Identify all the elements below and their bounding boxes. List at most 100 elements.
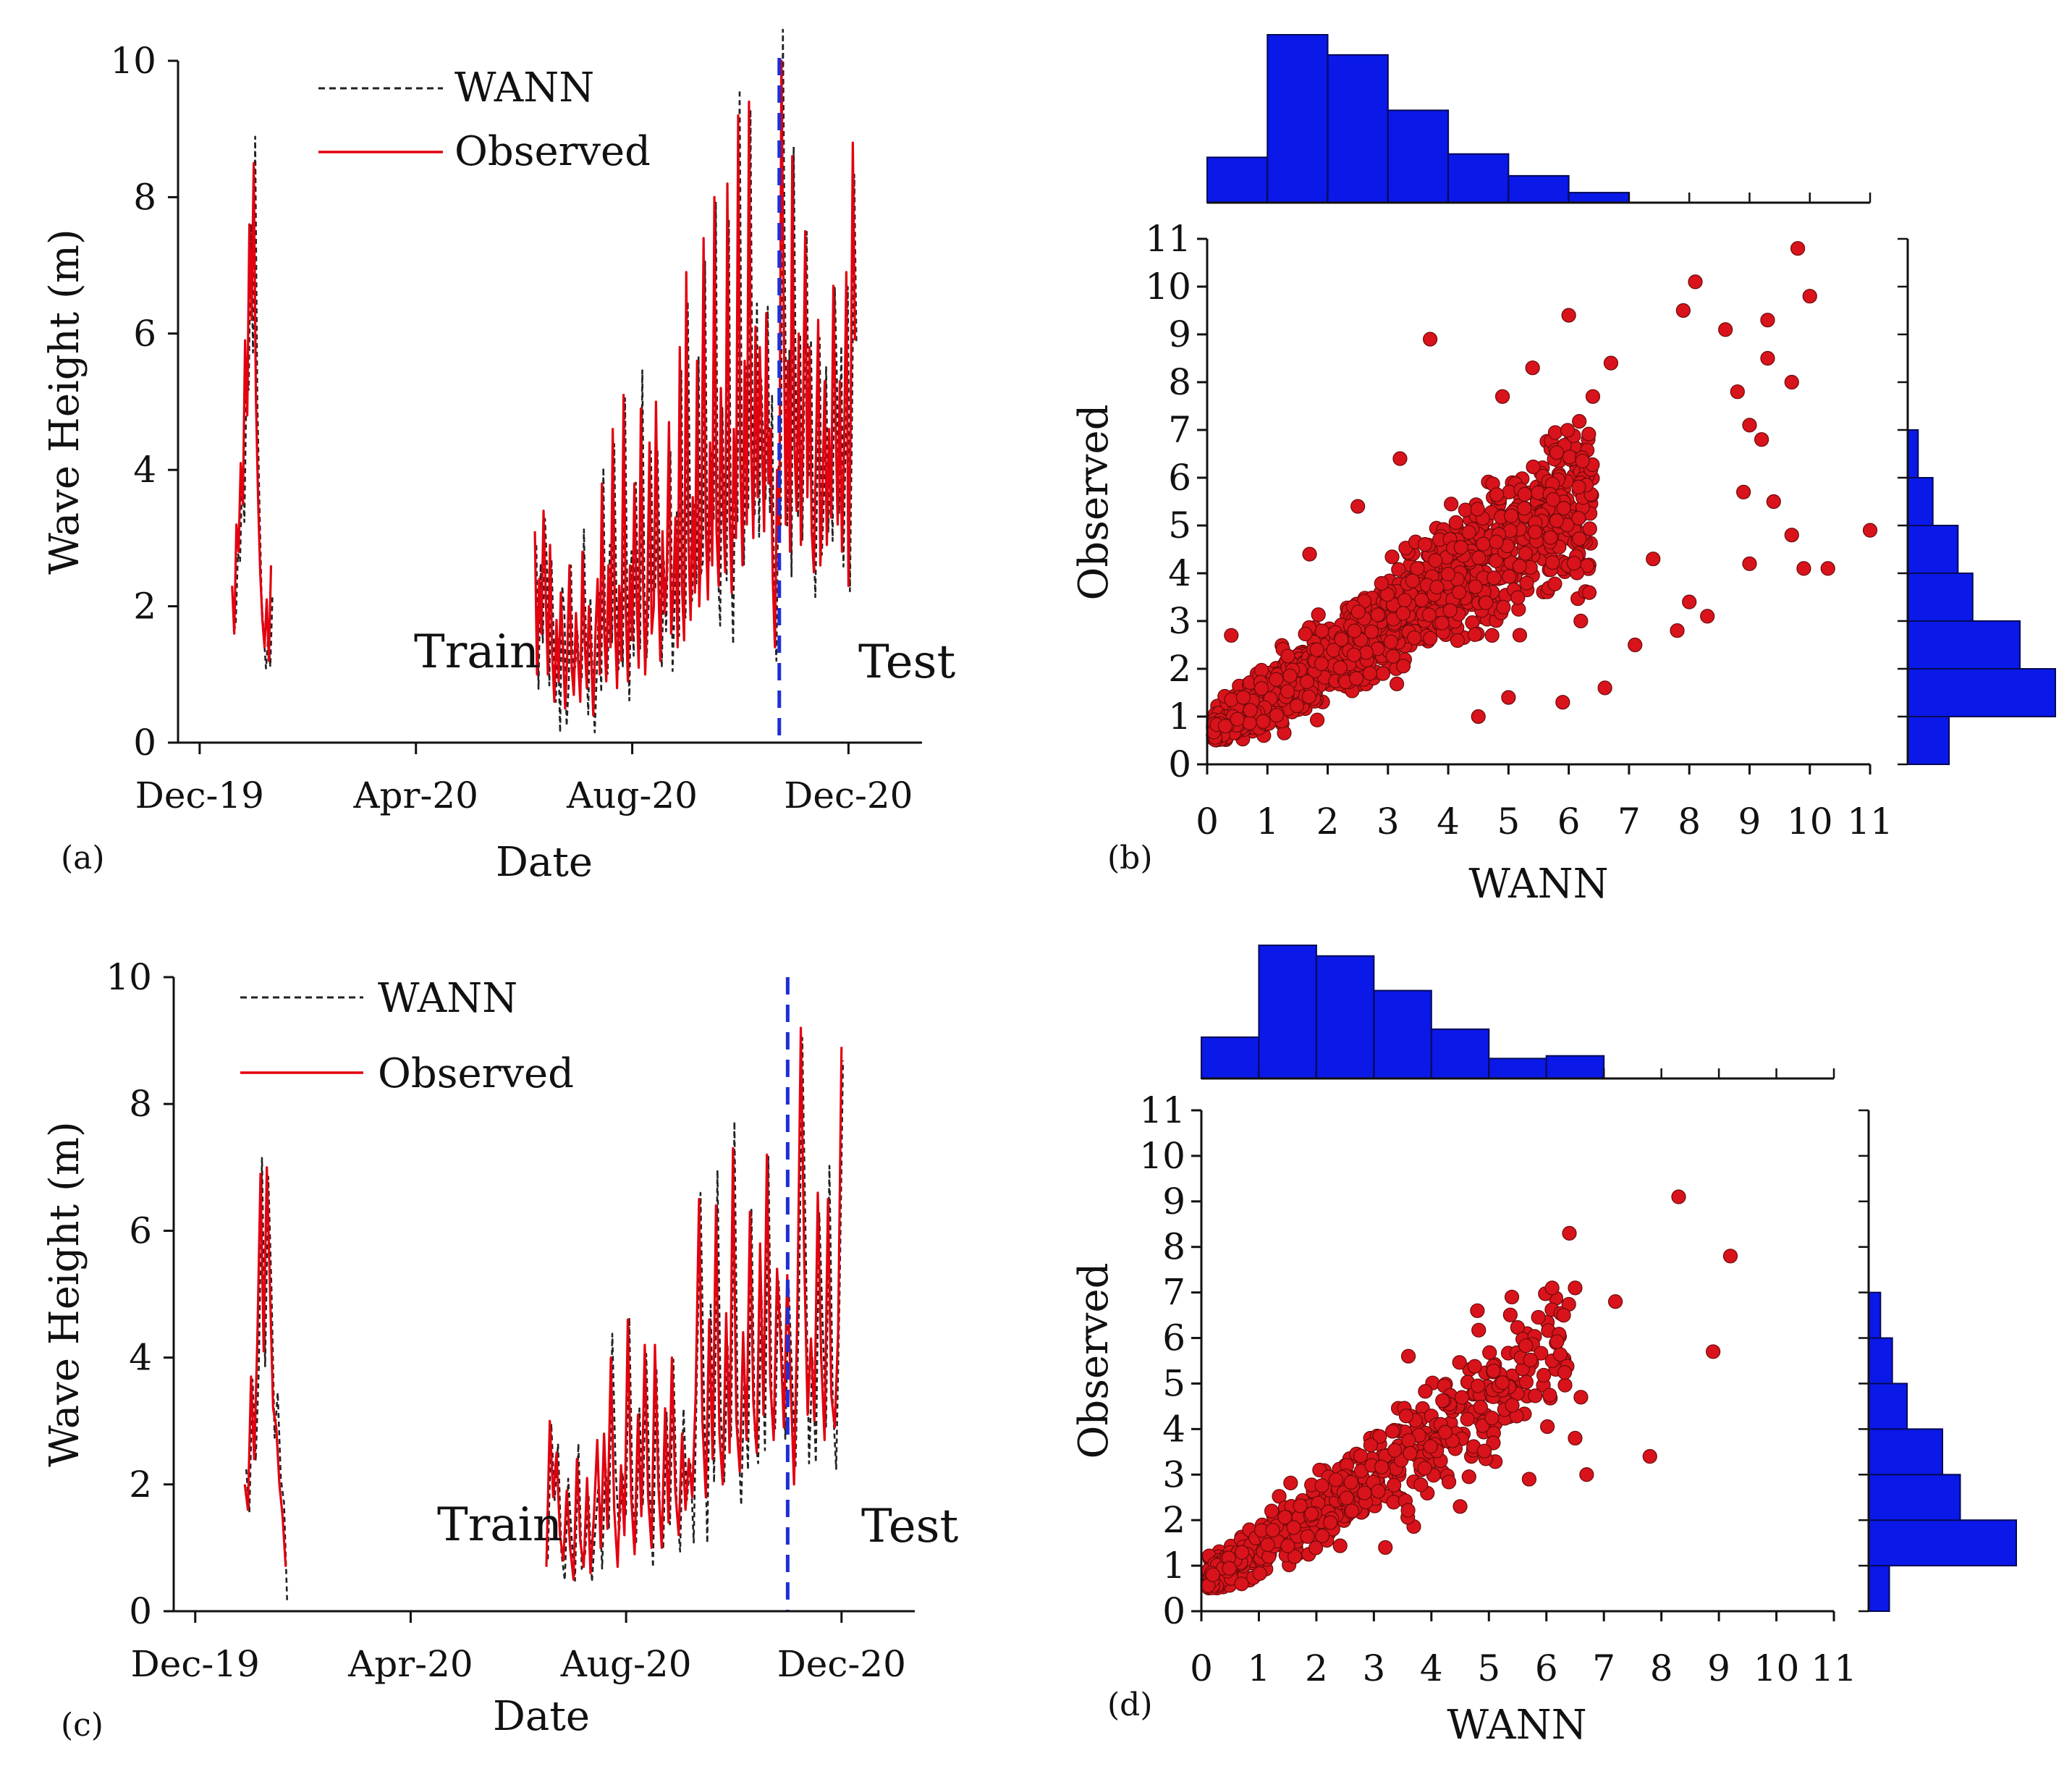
scatter-point bbox=[1470, 502, 1485, 517]
scatter-point bbox=[1486, 1363, 1501, 1379]
scatter-point bbox=[1471, 1322, 1487, 1338]
scatter-point bbox=[1384, 1424, 1400, 1439]
scatter-point bbox=[1562, 1225, 1577, 1241]
scatter-point bbox=[1384, 549, 1400, 565]
scatter-point bbox=[1545, 492, 1561, 507]
scatter-point bbox=[1385, 649, 1400, 664]
y-tick-label: 0 bbox=[129, 1590, 152, 1632]
panel-d-label: (d) bbox=[1107, 1686, 1153, 1723]
x-tick-label: 4 bbox=[1437, 801, 1460, 843]
y-tick-label: 4 bbox=[1162, 1408, 1185, 1450]
scatter-point bbox=[1323, 1515, 1338, 1530]
scatter-point bbox=[1489, 487, 1505, 502]
y-tick-label: 1 bbox=[1168, 696, 1191, 738]
y-tick-label: 7 bbox=[1168, 409, 1191, 451]
y-tick-label: 10 bbox=[106, 956, 152, 998]
scatter-point bbox=[1224, 628, 1239, 643]
scatter-point bbox=[1790, 241, 1806, 256]
x-histogram-bar bbox=[1315, 955, 1375, 1079]
scatter-point bbox=[1440, 567, 1455, 582]
scatter-point bbox=[1476, 536, 1491, 552]
legend-wann-label: WANN bbox=[454, 64, 594, 111]
x-tick-label: 0 bbox=[1196, 801, 1219, 843]
scatter-point bbox=[1760, 313, 1775, 328]
y-tick-label: 7 bbox=[1162, 1272, 1185, 1314]
scatter-point bbox=[1269, 708, 1285, 723]
x-histogram-bar bbox=[1327, 54, 1389, 203]
scatter-point bbox=[1452, 585, 1467, 600]
scatter-point bbox=[1489, 534, 1504, 549]
scatter-point bbox=[1309, 642, 1324, 657]
scatter-point bbox=[1502, 1307, 1518, 1322]
y-tick-label: 10 bbox=[1145, 266, 1191, 308]
scatter-point bbox=[1277, 1510, 1293, 1525]
x-tick-label: Apr-20 bbox=[347, 1643, 473, 1685]
scatter-point bbox=[1434, 615, 1450, 630]
scatter-point bbox=[1519, 575, 1534, 591]
scatter-point bbox=[1467, 1359, 1482, 1374]
y-histogram-bar bbox=[1907, 573, 1974, 622]
scatter-point bbox=[1379, 587, 1395, 602]
scatter-point bbox=[1222, 1561, 1237, 1576]
scatter-point bbox=[1556, 1307, 1571, 1323]
scatter-point bbox=[1332, 1538, 1348, 1553]
scatter-point bbox=[1391, 562, 1406, 577]
scatter-point bbox=[1423, 332, 1438, 347]
scatter-point bbox=[1395, 606, 1411, 621]
scatter-point bbox=[1287, 1549, 1303, 1564]
scatter-point bbox=[1441, 1474, 1457, 1490]
scatter-point bbox=[1353, 1448, 1369, 1464]
scatter-point bbox=[1512, 559, 1527, 574]
x-tick-label: 10 bbox=[1754, 1647, 1800, 1689]
scatter-point bbox=[1820, 561, 1835, 576]
scatter-point bbox=[1243, 703, 1258, 718]
panel-c-label: (c) bbox=[61, 1707, 103, 1744]
panel-b-x-axis-label: WANN bbox=[1468, 861, 1608, 908]
scatter-point bbox=[1575, 453, 1590, 469]
scatter-point bbox=[1371, 1484, 1386, 1499]
scatter-point bbox=[1428, 553, 1443, 568]
scatter-point bbox=[1435, 1393, 1450, 1409]
y-tick-label: 10 bbox=[1139, 1135, 1185, 1177]
x-tick-label: 1 bbox=[1248, 1647, 1271, 1689]
scatter-point bbox=[1437, 1424, 1453, 1440]
x-tick-label: 9 bbox=[1738, 801, 1762, 843]
observed-series-line bbox=[533, 59, 856, 717]
scatter-point bbox=[1549, 513, 1564, 528]
x-tick-label: 8 bbox=[1678, 801, 1701, 843]
y-tick-label: 5 bbox=[1168, 504, 1191, 546]
scatter-point bbox=[1470, 1303, 1485, 1318]
scatter-point bbox=[1350, 499, 1366, 514]
scatter-point bbox=[1718, 322, 1733, 337]
scatter-point bbox=[1256, 714, 1271, 730]
scatter-point bbox=[1496, 599, 1511, 615]
panel-a-y-axis-label: Wave Height (m) bbox=[41, 229, 88, 575]
scatter-point bbox=[1348, 671, 1364, 686]
x-histogram-bar bbox=[1568, 192, 1630, 203]
panel-c-x-axis-label: Date bbox=[493, 1693, 590, 1740]
scatter-point bbox=[1525, 360, 1540, 376]
scatter-point bbox=[1510, 590, 1526, 605]
scatter-point bbox=[1528, 524, 1543, 540]
scatter-point bbox=[1484, 1410, 1500, 1426]
scatter-point bbox=[1264, 1503, 1280, 1519]
x-tick-label: 8 bbox=[1650, 1647, 1673, 1689]
scatter-point bbox=[1555, 695, 1570, 710]
scatter-point bbox=[1573, 1390, 1589, 1405]
wann-series-line bbox=[232, 135, 274, 670]
scatter-point bbox=[1582, 521, 1597, 536]
scatter-point bbox=[1362, 666, 1377, 681]
scatter-point bbox=[1302, 546, 1317, 562]
y-tick-label: 5 bbox=[1162, 1362, 1185, 1404]
y-tick-label: 0 bbox=[1168, 743, 1191, 785]
scatter-point bbox=[1523, 1352, 1538, 1368]
scatter-point bbox=[1784, 528, 1799, 543]
scatter-point bbox=[1299, 674, 1315, 690]
scatter-point bbox=[1423, 1439, 1438, 1454]
scatter-point bbox=[1378, 1540, 1393, 1555]
scatter-point bbox=[1646, 552, 1661, 567]
scatter-point bbox=[1572, 531, 1587, 546]
scatter-point bbox=[1252, 1566, 1267, 1582]
